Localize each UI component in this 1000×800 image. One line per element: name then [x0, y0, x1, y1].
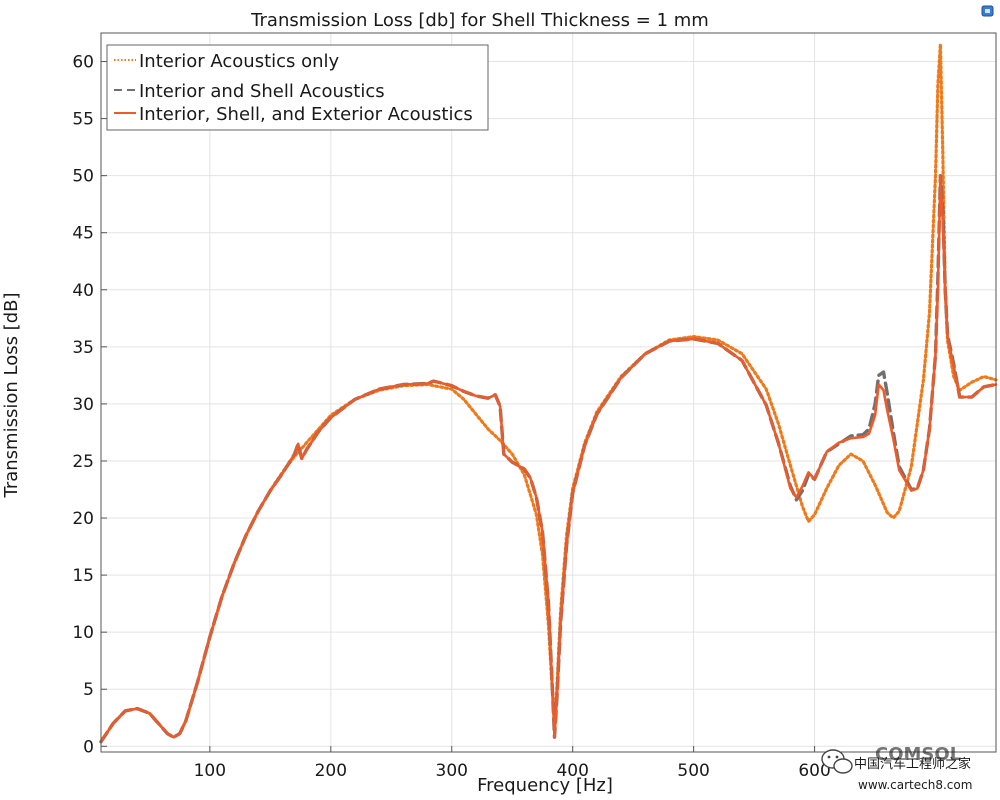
x-tick-label: 100 — [194, 761, 226, 781]
x-axis-title: Frequency [Hz] — [477, 775, 613, 796]
grid — [101, 33, 996, 752]
y-tick-label: 40 — [72, 281, 94, 301]
legend-label-interior-shell-exterior: Interior, Shell, and Exterior Acoustics — [139, 104, 473, 125]
legend-entry-interior-shell: Interior and Shell Acoustics — [114, 81, 385, 102]
chart-title: Transmission Loss [db] for Shell Thickne… — [250, 10, 709, 31]
y-tick-label: 25 — [72, 452, 94, 472]
legend-label-interior-shell: Interior and Shell Acoustics — [139, 81, 385, 102]
watermark-site-name: 中国汽车工程师之家 — [854, 756, 971, 772]
legend-box — [106, 44, 489, 131]
plot-frame — [100, 32, 997, 753]
watermark-site-url: www.cartech8.com — [858, 778, 972, 792]
y-tick-label: 0 — [83, 737, 94, 757]
watermark: COMSOL 中国汽车工程师之家 www.cartech8.com — [821, 744, 972, 792]
y-tick-label: 35 — [72, 338, 94, 358]
y-tick-label: 5 — [83, 680, 94, 700]
y-axis-ticks: 0 5 10 15 20 25 30 35 40 45 50 55 60 — [72, 53, 107, 757]
series-line-interior-shell-exterior — [99, 174, 998, 744]
legend: Interior Acoustics only Interior and She… — [106, 44, 489, 131]
legend-label-interior-only: Interior Acoustics only — [139, 51, 340, 72]
watermark-logo-text: COMSOL — [875, 744, 961, 765]
y-tick-label: 10 — [72, 623, 94, 643]
x-tick-label: 500 — [677, 761, 709, 781]
legend-entry-interior-shell-exterior: Interior, Shell, and Exterior Acoustics — [114, 104, 473, 125]
wechat-logo — [821, 749, 853, 774]
y-tick-label: 30 — [72, 395, 94, 415]
y-tick-label: 60 — [72, 53, 94, 73]
x-tick-label: 300 — [436, 761, 468, 781]
x-tick-label: 200 — [315, 761, 347, 781]
y-tick-label: 45 — [72, 224, 94, 244]
x-axis-ticks: 100 200 300 400 500 600 — [194, 746, 831, 781]
y-tick-label: 15 — [72, 566, 94, 586]
y-tick-label: 20 — [72, 509, 94, 529]
y-axis-title: Transmission Loss [dB] — [1, 292, 22, 498]
y-tick-label: 55 — [72, 110, 94, 130]
y-tick-label: 50 — [72, 167, 94, 187]
x-tick-label: 400 — [556, 761, 588, 781]
series-lines — [99, 42, 998, 744]
x-tick-label: 600 — [798, 761, 830, 781]
export-icon[interactable] — [981, 5, 994, 17]
legend-entry-interior-only: Interior Acoustics only — [114, 51, 340, 72]
